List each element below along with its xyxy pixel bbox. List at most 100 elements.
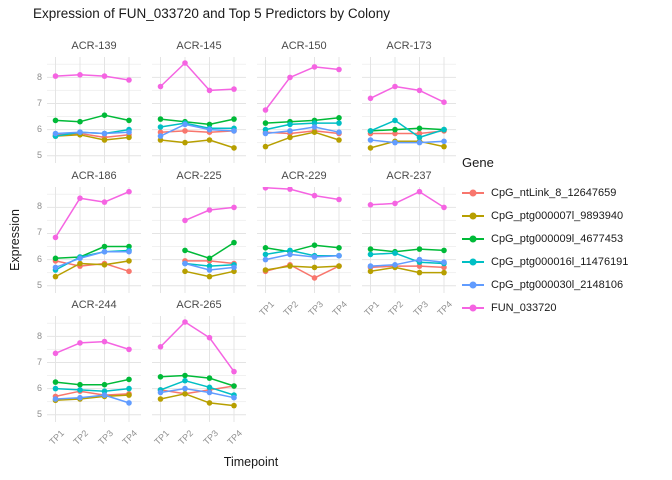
data-point (441, 264, 447, 270)
data-point (311, 264, 318, 270)
data-point (231, 239, 237, 245)
data-point (367, 268, 374, 274)
data-point (392, 249, 398, 256)
facet-panel (362, 57, 456, 163)
series-line (159, 139, 235, 149)
data-point (52, 73, 59, 79)
series-line (54, 394, 130, 404)
data-point (101, 261, 108, 268)
legend-entry: CpG_ptg000007l_9893940 (462, 204, 668, 227)
chart-title: Expression of FUN_033720 and Top 5 Predi… (33, 6, 390, 21)
series-line (159, 321, 235, 373)
data-point (311, 274, 318, 281)
data-point (336, 115, 342, 121)
data-point (101, 381, 108, 388)
data-point (311, 192, 318, 198)
series-line (369, 190, 445, 208)
facet-panel (47, 57, 141, 163)
series-line (264, 243, 340, 252)
data-point (367, 128, 374, 134)
series-line (54, 394, 130, 402)
series-line (264, 122, 340, 131)
x-tick-label: TP3 (95, 428, 115, 447)
series-line (54, 131, 130, 135)
data-point (262, 256, 269, 262)
data-point (392, 117, 398, 124)
data-point (367, 137, 374, 143)
facet-panel (47, 186, 141, 293)
series-line (54, 114, 130, 123)
data-point (52, 264, 59, 270)
data-point (52, 379, 59, 385)
data-point (262, 107, 269, 113)
series-line (54, 245, 130, 259)
data-point (206, 389, 213, 396)
series-line (264, 186, 340, 200)
y-tick-label: 5 (36, 150, 42, 161)
data-point (206, 121, 213, 128)
series-line (369, 251, 445, 264)
x-tick-label: TP2 (386, 298, 406, 318)
data-point (77, 260, 83, 266)
data-point (416, 256, 423, 262)
data-point (52, 273, 59, 279)
data-point (101, 137, 108, 143)
data-point (287, 186, 293, 192)
data-point (52, 385, 59, 392)
data-point (77, 340, 83, 346)
x-axis-title: Timepoint (223, 455, 279, 469)
data-point (126, 268, 132, 274)
data-point (52, 396, 59, 402)
data-point (262, 186, 269, 191)
y-tick-label: 6 (36, 383, 42, 394)
data-point (262, 266, 269, 273)
facet-title: ACR-244 (71, 299, 117, 311)
data-point (52, 255, 59, 261)
data-point (231, 86, 237, 92)
data-point (287, 262, 293, 269)
facet-title: ACR-150 (281, 40, 327, 52)
data-point (182, 391, 188, 397)
data-point (182, 260, 188, 266)
data-point (311, 241, 318, 248)
data-point (231, 402, 237, 409)
legend-key-icon (462, 187, 484, 199)
data-point (231, 394, 237, 401)
data-point (336, 196, 342, 202)
data-point (262, 244, 269, 251)
legend-entry: CpG_ntLink_8_12647659 (462, 181, 668, 204)
facet-panel (152, 316, 246, 422)
series-line (54, 378, 130, 386)
data-point (101, 392, 108, 398)
x-tick-label: TP1 (256, 298, 276, 318)
series-line (369, 130, 445, 135)
data-point (231, 264, 237, 270)
data-point (126, 77, 132, 83)
legend-entry: CpG_ptg000030l_2148106 (462, 273, 668, 296)
x-tick-label: TP2 (176, 428, 196, 447)
y-tick-label: 5 (36, 409, 42, 420)
x-tick-label: TP1 (46, 428, 66, 447)
data-point (287, 74, 293, 81)
data-point (101, 198, 108, 205)
data-point (392, 200, 398, 206)
facet-title: ACR-173 (386, 40, 432, 52)
legend-label: CpG_ptg000009l_4677453 (491, 232, 624, 245)
data-point (101, 388, 108, 394)
series-line (54, 134, 130, 141)
data-point (231, 383, 237, 389)
y-tick-label: 6 (36, 253, 42, 264)
x-tick-label: TP3 (410, 298, 430, 318)
data-point (367, 262, 374, 269)
legend-label: CpG_ptg000007l_9893940 (491, 209, 624, 222)
data-point (367, 201, 374, 208)
data-point (206, 375, 213, 381)
data-point (77, 118, 83, 125)
series-line (264, 66, 340, 111)
legend: Gene CpG_ntLink_8_12647659 CpG_ptg000007l… (462, 155, 668, 319)
facet-title: ACR-265 (176, 299, 222, 311)
legend-label: FUN_033720 (491, 301, 557, 314)
data-point (311, 124, 318, 130)
data-point (77, 255, 83, 261)
